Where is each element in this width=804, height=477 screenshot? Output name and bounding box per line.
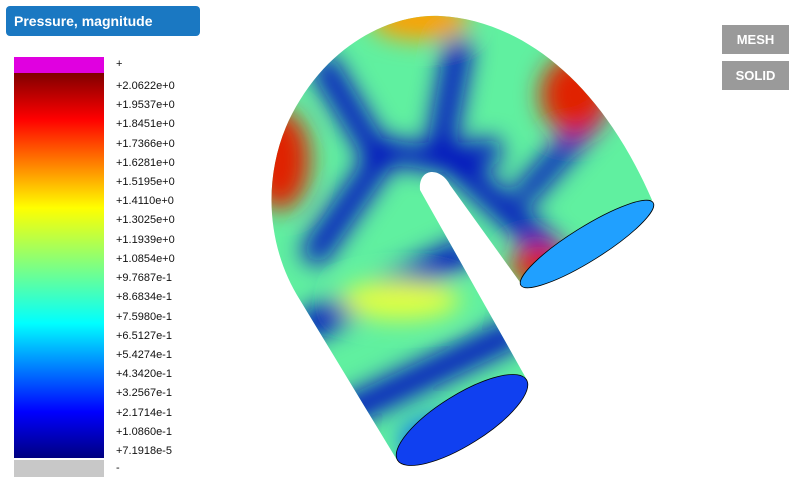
- legend-label: +1.6281e+0: [116, 157, 175, 169]
- legend-label: +2.1714e-1: [116, 407, 172, 419]
- legend-label: +6.5127e-1: [116, 330, 172, 342]
- legend-label: +1.8451e+0: [116, 118, 175, 130]
- under-label: -: [116, 462, 120, 474]
- legend-label: +1.4110e+0: [116, 195, 174, 207]
- solid-button[interactable]: SOLID: [722, 61, 789, 90]
- legend-label: +1.0860e-1: [116, 426, 172, 438]
- legend-label: +7.5980e-1: [116, 311, 172, 323]
- legend-label: +1.1939e+0: [116, 234, 175, 246]
- over-label: +: [116, 58, 122, 70]
- legend-label: +1.7366e+0: [116, 138, 175, 150]
- legend-label: +1.0854e+0: [116, 253, 175, 265]
- legend-label: +4.3420e-1: [116, 368, 172, 380]
- panel-title: Pressure, magnitude: [6, 6, 200, 36]
- legend-label: +2.0622e+0: [116, 80, 175, 92]
- under-swatch: [14, 460, 104, 477]
- legend-label: +1.3025e+0: [116, 214, 175, 226]
- legend-label: +9.7687e-1: [116, 272, 172, 284]
- over-swatch: [14, 57, 104, 73]
- colorbar: [14, 73, 104, 458]
- legend-label: +1.9537e+0: [116, 99, 175, 111]
- legend-label: +8.6834e-1: [116, 291, 172, 303]
- legend-label: +1.5195e+0: [116, 176, 175, 188]
- legend-label: +5.4274e-1: [116, 349, 172, 361]
- page: Pressure, magnitude + +2.0622e+0 +1.9537e+…: [0, 0, 804, 477]
- legend-label: +3.2567e-1: [116, 387, 172, 399]
- mesh-button[interactable]: MESH: [722, 25, 789, 54]
- legend-label: +7.1918e-5: [116, 445, 172, 457]
